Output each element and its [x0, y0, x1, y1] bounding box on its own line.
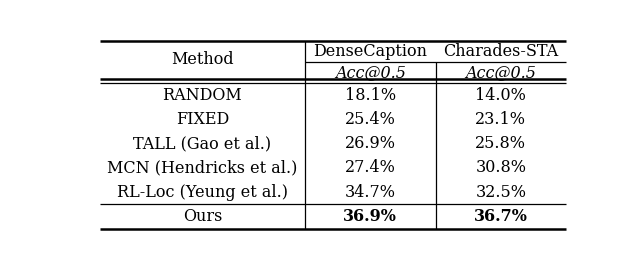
Text: 27.4%: 27.4%: [345, 159, 396, 176]
Text: TALL (Gao et al.): TALL (Gao et al.): [133, 135, 271, 152]
Text: FIXED: FIXED: [176, 111, 229, 128]
Text: 26.9%: 26.9%: [345, 135, 396, 152]
Text: Ours: Ours: [183, 208, 222, 225]
Text: 32.5%: 32.5%: [476, 184, 526, 201]
Text: RANDOM: RANDOM: [163, 87, 243, 104]
Text: RL-Loc (Yeung et al.): RL-Loc (Yeung et al.): [117, 184, 288, 201]
Text: DenseCaption: DenseCaption: [313, 43, 428, 60]
Text: 34.7%: 34.7%: [345, 184, 396, 201]
Text: 25.4%: 25.4%: [345, 111, 396, 128]
Text: Acc@0.5: Acc@0.5: [335, 64, 406, 81]
Text: Method: Method: [171, 51, 234, 68]
Text: MCN (Hendricks et al.): MCN (Hendricks et al.): [108, 159, 298, 176]
Text: Acc@0.5: Acc@0.5: [465, 64, 536, 81]
Text: 25.8%: 25.8%: [476, 135, 526, 152]
Text: 14.0%: 14.0%: [476, 87, 526, 104]
Text: 36.9%: 36.9%: [343, 208, 397, 225]
Text: 36.7%: 36.7%: [474, 208, 528, 225]
Text: 30.8%: 30.8%: [476, 159, 526, 176]
Text: 23.1%: 23.1%: [476, 111, 526, 128]
Text: Charades-STA: Charades-STA: [444, 43, 558, 60]
Text: 18.1%: 18.1%: [345, 87, 396, 104]
